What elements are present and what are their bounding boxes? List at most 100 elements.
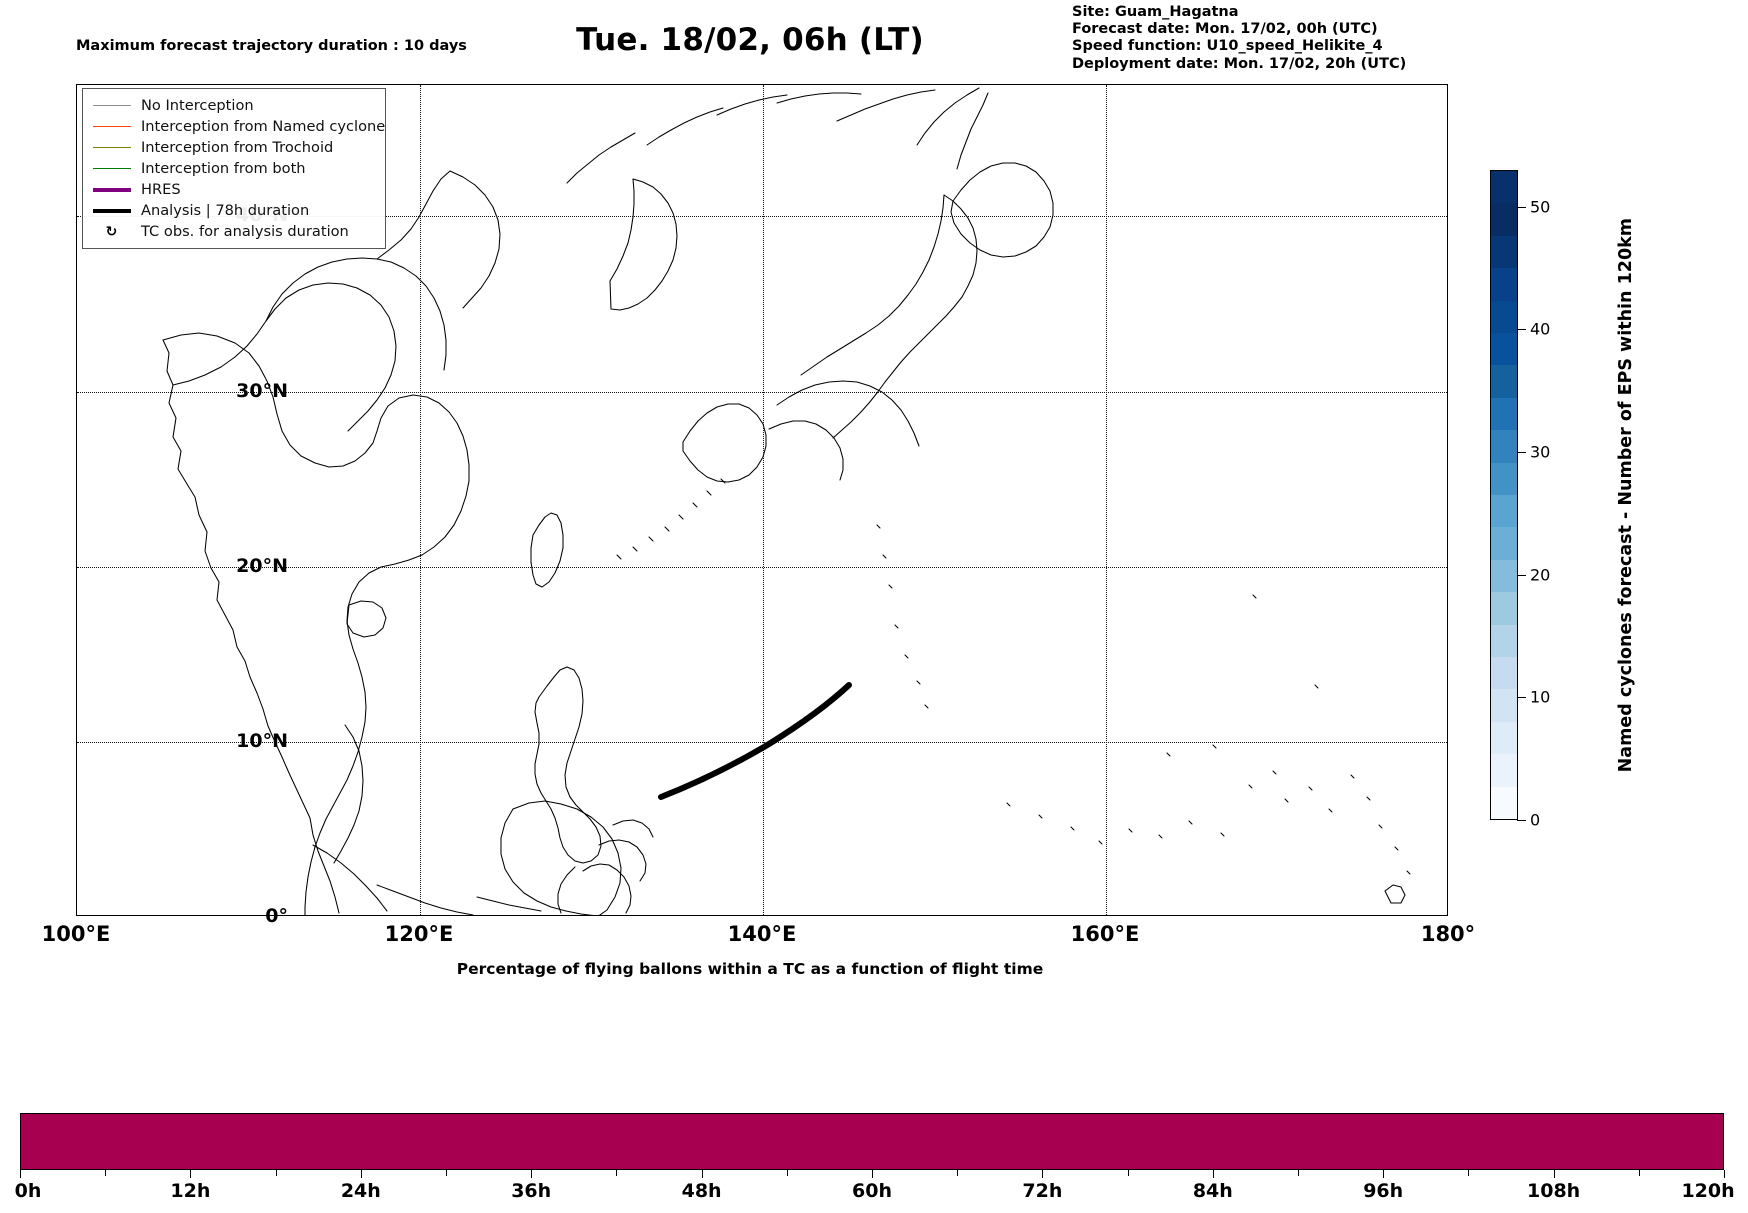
map-xtick-160: 160°E [1070, 922, 1140, 946]
flight-time-tick-label-120: 120h [1681, 1180, 1735, 1202]
legend-label-trochoid: Interception from Trochoid [141, 139, 334, 156]
legend-item-named-cyclone: Interception from Named cyclone [91, 116, 385, 137]
colorbar-tick-20 [1517, 574, 1526, 576]
flight-time-minor-tick-102 [1468, 1170, 1470, 1176]
colorbar-tick-label-10: 10 [1530, 687, 1551, 707]
colorbar-tick-label-30: 30 [1530, 442, 1551, 462]
colorbar-cell-15 [1491, 300, 1517, 333]
colorbar-title-text: Named cyclones forecast - Number of EPS … [1616, 217, 1636, 773]
colorbar-cell-9 [1491, 494, 1517, 528]
legend-swatch-both [91, 168, 132, 169]
flight-time-tick-label-60: 60h [852, 1180, 892, 1202]
legend-item-trochoid: Interception from Trochoid [91, 137, 377, 158]
flight-time-tick-12 [190, 1170, 192, 1178]
colorbar-tick-40 [1517, 329, 1526, 331]
flight-time-tick-label-36: 36h [511, 1180, 552, 1202]
map-legend: No Interception Interception from Named … [82, 88, 386, 249]
legend-marker-glyph: ↻ [105, 223, 118, 240]
flight-time-tick-48 [701, 1170, 703, 1178]
colorbar-cell-5 [1491, 624, 1517, 657]
flight-time-minor-tick-30 [446, 1170, 447, 1176]
legend-item-tc-obs: ↻ TC obs. for analysis duration [91, 221, 377, 242]
legend-item-both: Interception from both [91, 158, 377, 179]
flight-time-tick-0 [20, 1170, 21, 1178]
legend-swatch-no-interception [91, 105, 132, 106]
colorbar-cell-8 [1491, 527, 1517, 560]
page-title: Tue. 18/02, 06h (LT) [576, 22, 924, 58]
legend-label-both: Interception from both [141, 160, 306, 177]
colorbar: 0 10 20 30 40 50 [1490, 170, 1550, 830]
coastline-vectors [162, 87, 1411, 915]
colorbar-tick-label-20: 20 [1530, 565, 1551, 585]
colorbar-tick-50 [1517, 206, 1526, 208]
legend-item-hres: HRES [91, 179, 377, 200]
legend-item-no-interception: No Interception [91, 95, 377, 116]
flight-time-tick-60 [872, 1170, 873, 1178]
flight-time-tick-label-96: 96h [1363, 1180, 1404, 1202]
legend-label-named-cyclone: Interception from Named cyclone [141, 118, 386, 135]
map-xtick-180: 180° [1420, 922, 1476, 946]
legend-label-tc-obs: TC obs. for analysis duration [141, 223, 349, 240]
flight-time-bar-fill [21, 1114, 1723, 1169]
colorbar-title: Named cyclones forecast - Number of EPS … [1611, 170, 1641, 820]
map-gridline-lat-30 [77, 391, 1447, 393]
flight-time-tick-36 [531, 1170, 533, 1178]
colorbar-cell-13 [1491, 365, 1517, 398]
map-xtick-120: 120°E [384, 922, 454, 946]
colorbar-cell-19 [1491, 170, 1517, 204]
legend-label-no-interception: No Interception [141, 97, 254, 114]
flight-time-tick-label-84: 84h [1192, 1180, 1233, 1202]
map-gridline-lon-120 [420, 85, 421, 915]
flight-time-minor-tick-6 [105, 1170, 107, 1176]
colorbar-cell-12 [1491, 397, 1517, 431]
legend-swatch-analysis [91, 208, 132, 213]
colorbar-tick-30 [1517, 452, 1526, 454]
colorbar-cell-1 [1491, 754, 1517, 787]
legend-label-analysis: Analysis | 78h duration [141, 202, 310, 219]
flight-time-tick-72 [1042, 1170, 1044, 1178]
map-xtick-100: 100°E [41, 922, 111, 946]
deployment-date-info: Deployment date: Mon. 17/02, 20h (UTC) [1072, 55, 1407, 72]
flight-time-minor-tick-78 [1127, 1170, 1129, 1176]
map-xtick-140: 140°E [727, 922, 797, 946]
map-gridline-lon-140 [763, 85, 764, 915]
flight-time-tick-label-48: 48h [681, 1180, 722, 1202]
flight-time-minor-tick-54 [786, 1170, 788, 1176]
map-gridline-lon-160 [1106, 85, 1107, 915]
legend-label-hres: HRES [141, 181, 181, 198]
map-gridline-lat-40 [77, 216, 1447, 218]
colorbar-cell-6 [1491, 592, 1517, 625]
flight-time-minor-tick-114 [1638, 1170, 1640, 1176]
map-gridline-lat-20 [77, 566, 1447, 568]
flight-time-bar [20, 1113, 1724, 1170]
flight-time-tick-96 [1383, 1170, 1385, 1178]
map-gridline-lat-10 [77, 741, 1447, 743]
colorbar-tick-label-0: 0 [1530, 810, 1541, 830]
cyclone-analysis-track [658, 682, 852, 800]
flight-time-tick-label-24: 24h [340, 1180, 381, 1202]
site-info: Site: Guam_Hagatna [1072, 4, 1239, 20]
map-ytick-30: 30°N [236, 379, 288, 402]
flight-time-tick-108 [1553, 1170, 1555, 1178]
forecast-date-info: Forecast date: Mon. 17/02, 00h (UTC) [1072, 21, 1378, 38]
flight-time-minor-tick-66 [957, 1170, 959, 1176]
flight-time-minor-tick-90 [1298, 1170, 1299, 1176]
cyclone-icon: ↻ [91, 225, 132, 239]
colorbar-cell-4 [1491, 656, 1517, 690]
legend-swatch-named-cyclone [91, 126, 132, 127]
colorbar-cell-7 [1491, 559, 1517, 593]
flight-time-tick-label-0: 0h [14, 1180, 42, 1202]
colorbar-tick-label-40: 40 [1530, 319, 1551, 339]
colorbar-cell-17 [1491, 235, 1517, 269]
colorbar-cell-0 [1491, 786, 1517, 819]
legend-item-analysis: Analysis | 78h duration [91, 200, 377, 221]
legend-swatch-hres [91, 187, 132, 192]
bottom-bar-title: Percentage of flying ballons within a TC… [456, 960, 1044, 978]
colorbar-cell-3 [1491, 689, 1517, 722]
colorbar-cell-16 [1491, 268, 1517, 301]
colorbar-gradient [1490, 170, 1518, 820]
colorbar-cell-18 [1491, 203, 1517, 236]
colorbar-tick-10 [1517, 697, 1526, 699]
map-ytick-20: 20°N [236, 554, 288, 577]
header-left-line-1: Maximum forecast trajectory duration : 1… [76, 38, 467, 55]
